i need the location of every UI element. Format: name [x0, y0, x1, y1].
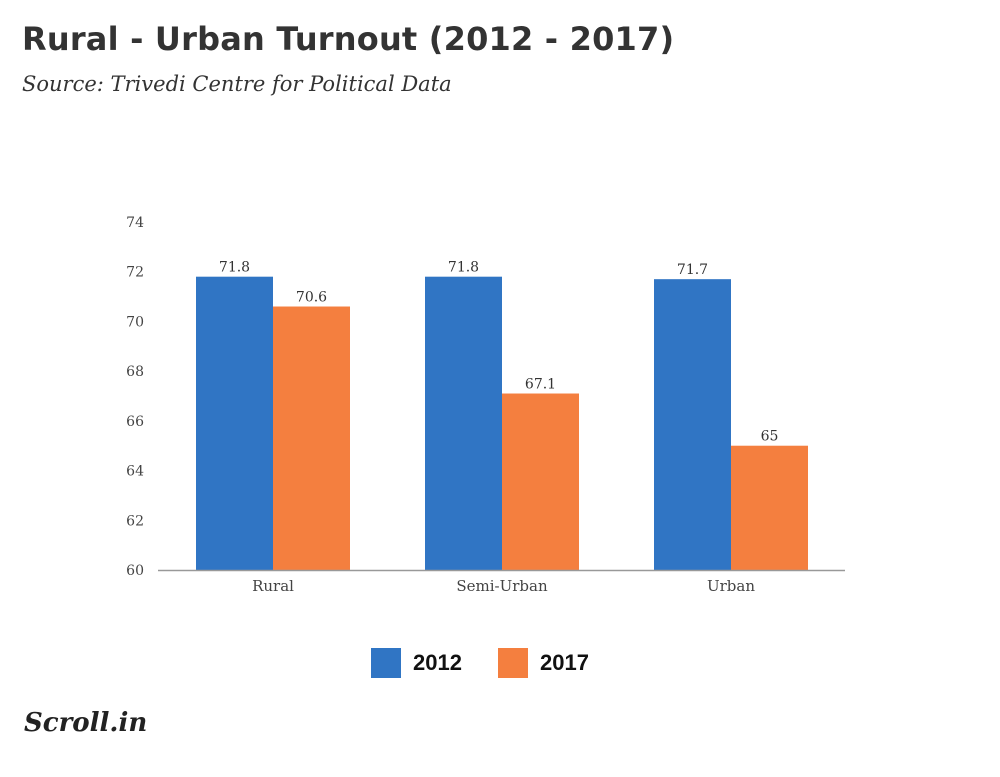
bar-series [196, 276, 808, 570]
data-label-semi-urban-2017: 67.1 [525, 377, 556, 393]
data-label-rural-2012: 71.8 [219, 260, 250, 276]
legend: 2012 2017 [0, 648, 960, 678]
y-tick-label: 70 [126, 314, 144, 330]
data-label-urban-2017: 65 [761, 429, 779, 445]
legend-item-2012[interactable]: 2012 [371, 648, 462, 678]
bar-semi-urban-2012[interactable] [425, 276, 502, 570]
bar-semi-urban-2017[interactable] [502, 393, 579, 570]
x-tick-label-urban: Urban [707, 577, 755, 595]
bar-urban-2017[interactable] [731, 445, 808, 570]
x-tick-label-semi-urban: Semi-Urban [456, 577, 548, 595]
bar-rural-2017[interactable] [273, 306, 350, 570]
legend-item-2017[interactable]: 2017 [498, 648, 589, 678]
bar-rural-2012[interactable] [196, 276, 273, 570]
chart-subtitle: Source: Trivedi Centre for Political Dat… [22, 72, 452, 96]
legend-label-2017: 2017 [540, 650, 589, 675]
y-tick-label: 60 [126, 563, 144, 579]
data-label-rural-2017: 70.6 [296, 290, 327, 306]
data-labels: 71.8 70.6 71.8 67.1 71.7 65 [219, 260, 779, 445]
y-tick-label: 64 [126, 464, 144, 480]
x-axis: Rural Semi-Urban Urban [252, 577, 755, 595]
bar-urban-2012[interactable] [654, 279, 731, 570]
y-tick-label: 62 [126, 513, 144, 529]
y-tick-label: 66 [126, 414, 144, 430]
data-label-urban-2012: 71.7 [677, 262, 708, 278]
data-label-semi-urban-2012: 71.8 [448, 260, 479, 276]
legend-swatch-2012 [371, 648, 402, 678]
y-tick-label: 68 [126, 364, 144, 380]
legend-swatch-2017 [498, 648, 528, 678]
chart-title: Rural - Urban Turnout (2012 - 2017) [22, 20, 675, 58]
x-tick-label-rural: Rural [252, 577, 294, 595]
legend-label-2012: 2012 [413, 650, 462, 675]
y-tick-label: 72 [126, 265, 144, 281]
y-tick-label: 74 [126, 215, 144, 231]
scroll-logo[interactable]: Scroll.in [24, 708, 148, 738]
y-axis: 60 62 64 66 68 70 72 74 [126, 215, 144, 579]
